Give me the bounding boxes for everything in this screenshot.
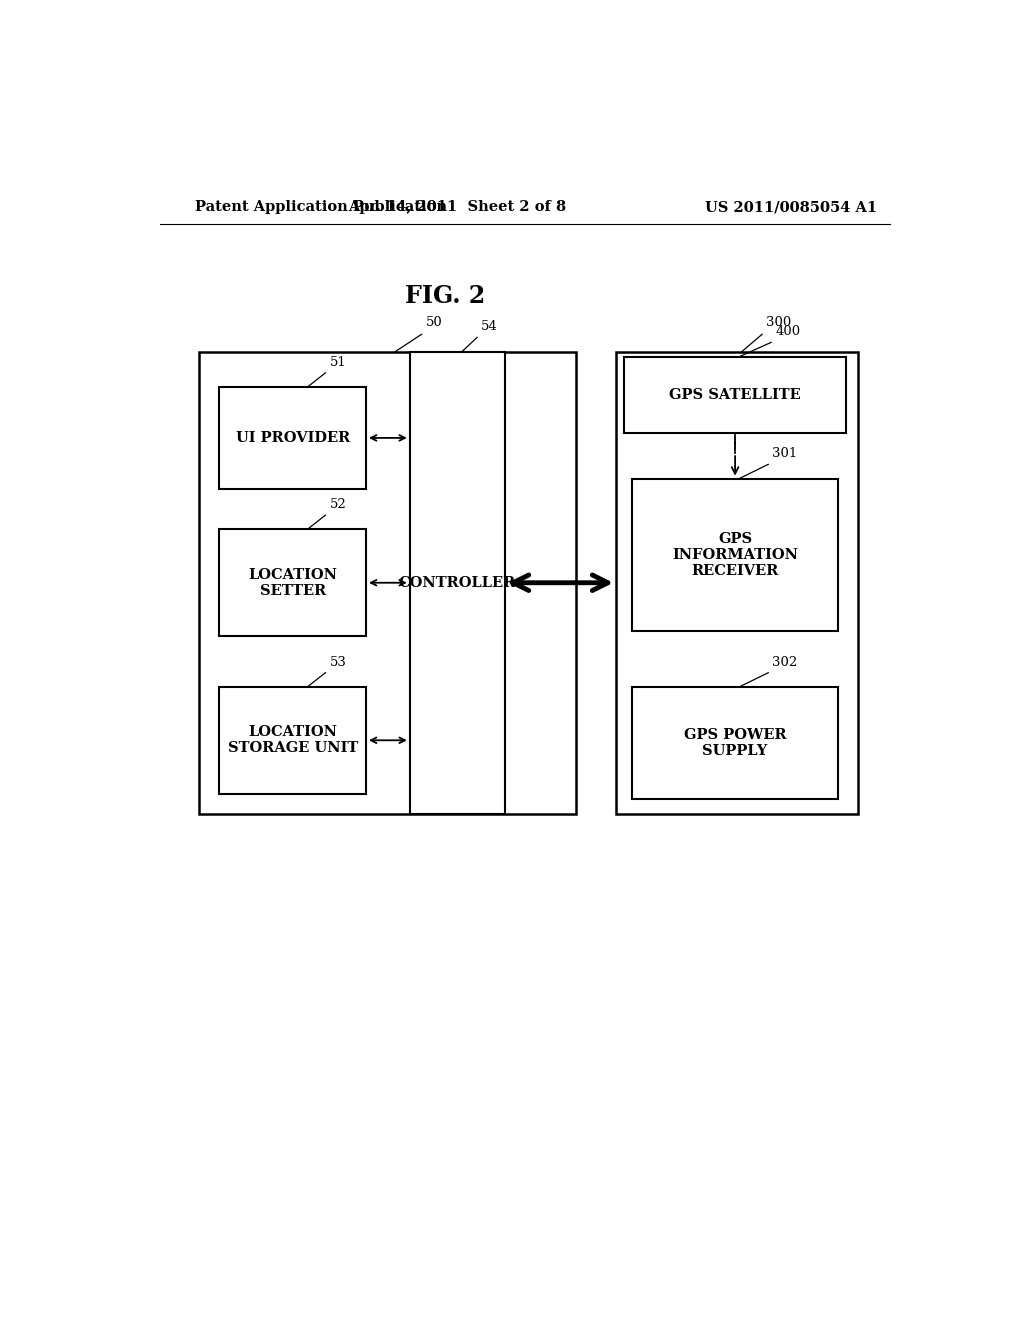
Text: 50: 50 <box>426 317 442 329</box>
Text: GPS POWER
SUPPLY: GPS POWER SUPPLY <box>684 727 786 758</box>
Text: 302: 302 <box>772 656 798 669</box>
Text: LOCATION
STORAGE UNIT: LOCATION STORAGE UNIT <box>227 725 357 755</box>
Bar <box>219 387 367 488</box>
Text: FIG. 2: FIG. 2 <box>406 284 485 308</box>
Text: GPS SATELLITE: GPS SATELLITE <box>670 388 801 401</box>
Bar <box>632 686 839 799</box>
Text: 400: 400 <box>775 325 800 338</box>
Text: 301: 301 <box>772 447 798 461</box>
Text: Patent Application Publication: Patent Application Publication <box>196 201 447 214</box>
Text: GPS
INFORMATION
RECEIVER: GPS INFORMATION RECEIVER <box>672 532 798 578</box>
Bar <box>616 351 858 814</box>
Text: 53: 53 <box>330 656 346 669</box>
Bar <box>624 356 846 433</box>
Text: CONTROLLER: CONTROLLER <box>398 576 516 590</box>
Bar <box>219 529 367 636</box>
Bar <box>410 351 505 814</box>
Text: 52: 52 <box>330 498 346 511</box>
Text: Apr. 14, 2011  Sheet 2 of 8: Apr. 14, 2011 Sheet 2 of 8 <box>348 201 566 214</box>
Text: 54: 54 <box>481 321 498 333</box>
Bar <box>200 351 577 814</box>
Text: US 2011/0085054 A1: US 2011/0085054 A1 <box>705 201 877 214</box>
Text: UI PROVIDER: UI PROVIDER <box>236 430 350 445</box>
Text: LOCATION
SETTER: LOCATION SETTER <box>248 568 337 598</box>
Text: 300: 300 <box>766 317 792 329</box>
Text: 51: 51 <box>330 356 346 368</box>
Bar <box>219 686 367 793</box>
Bar <box>632 479 839 631</box>
